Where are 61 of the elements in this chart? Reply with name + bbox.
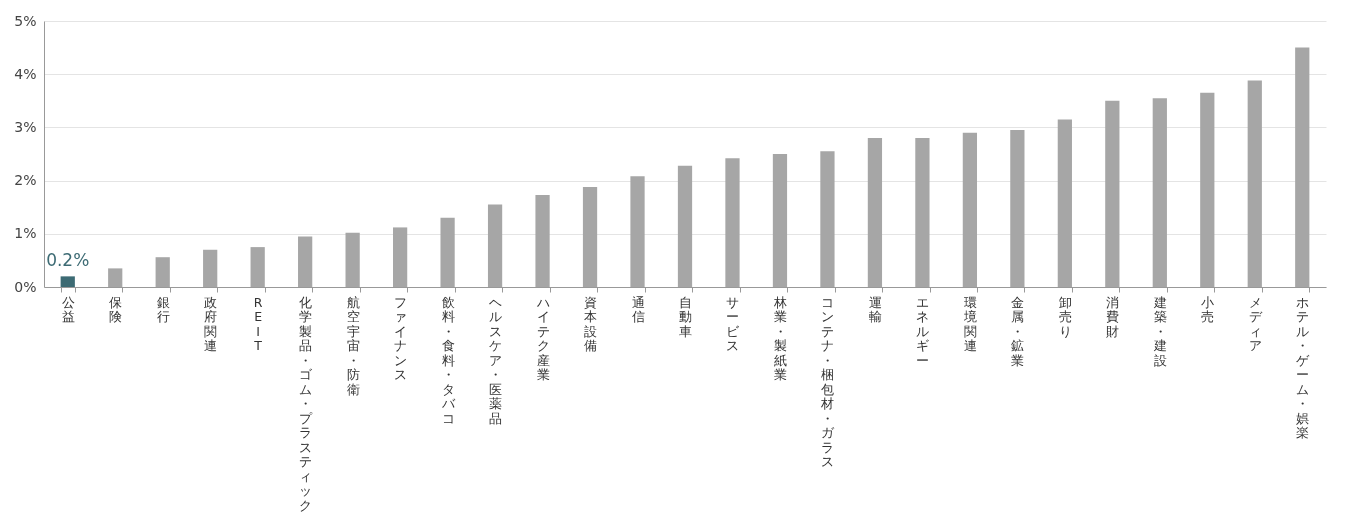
x-tick-label: 卸売り xyxy=(1058,294,1072,339)
x-tick-label: メディア xyxy=(1248,294,1263,353)
y-tick-label: 4% xyxy=(14,65,37,82)
category-label: 飲料・食料・タバコ xyxy=(441,294,455,426)
x-tick-label: 運輸 xyxy=(868,294,882,324)
bar xyxy=(582,186,598,287)
bar xyxy=(630,176,645,287)
bar xyxy=(677,165,693,287)
x-tick-label: 保険 xyxy=(109,294,123,324)
y-tick-label: 1% xyxy=(14,225,37,242)
bar xyxy=(1247,80,1262,287)
x-tick-label: サービス xyxy=(726,294,741,353)
bar xyxy=(535,194,550,287)
x-tick-label: 環境関連 xyxy=(962,294,977,353)
bar xyxy=(820,151,835,287)
bar xyxy=(203,249,218,287)
bar xyxy=(487,204,503,287)
bar xyxy=(1295,47,1310,287)
x-tick-label: REIT xyxy=(253,294,263,353)
category-label: コンテナ・梱包材・ガラス xyxy=(821,294,835,469)
bar xyxy=(250,247,265,287)
bar xyxy=(155,257,170,287)
x-tick-label: ハイテク産業 xyxy=(535,294,550,382)
y-tick-label: 2% xyxy=(14,172,37,189)
bar xyxy=(108,268,123,287)
bar xyxy=(725,158,740,287)
x-tick-label: 政府関連 xyxy=(204,294,218,353)
bar xyxy=(440,217,455,287)
y-tick-label: 5% xyxy=(14,12,37,29)
x-tick-label: 通信 xyxy=(631,294,645,324)
bar xyxy=(345,232,360,287)
bar xyxy=(772,154,788,287)
x-tick-label: 銀行 xyxy=(156,294,170,324)
x-tick-label: 資本設備 xyxy=(584,294,598,353)
bar xyxy=(962,132,978,287)
data-label: 0.2% xyxy=(46,250,90,271)
x-tick-label: 建築・建設 xyxy=(1152,294,1167,368)
x-tick-label: 公益 xyxy=(61,294,75,324)
x-tick-label: 小売 xyxy=(1201,294,1215,324)
x-tick-label: 林業・製紙業 xyxy=(772,294,787,382)
bar xyxy=(1010,130,1025,287)
x-tick-label: 航空宇宙・防衛 xyxy=(346,294,360,397)
bar xyxy=(60,276,75,287)
bar xyxy=(1152,98,1167,287)
x-tick-label: 消費財 xyxy=(1106,294,1120,339)
bar xyxy=(867,138,883,287)
y-tick-label: 0% xyxy=(14,278,37,295)
y-tick-label: 3% xyxy=(14,118,37,135)
x-tick-label: 金属・鉱業 xyxy=(1011,294,1025,368)
bar xyxy=(1105,100,1120,287)
bar xyxy=(1200,92,1215,287)
bar xyxy=(392,227,408,287)
category-label: 化学製品・ゴム・プラスティック xyxy=(299,294,313,513)
category-label: ホテル・ゲーム・娯楽 xyxy=(1296,294,1310,440)
x-tick-label: 自動車 xyxy=(679,294,692,339)
x-tick-label: エネルギー xyxy=(916,294,930,368)
category-label: ヘルスケア・医薬品 xyxy=(489,294,503,426)
bar xyxy=(1057,119,1072,287)
bar xyxy=(298,236,313,287)
x-tick-label: ファイナンス xyxy=(394,294,408,382)
bar xyxy=(915,138,930,287)
